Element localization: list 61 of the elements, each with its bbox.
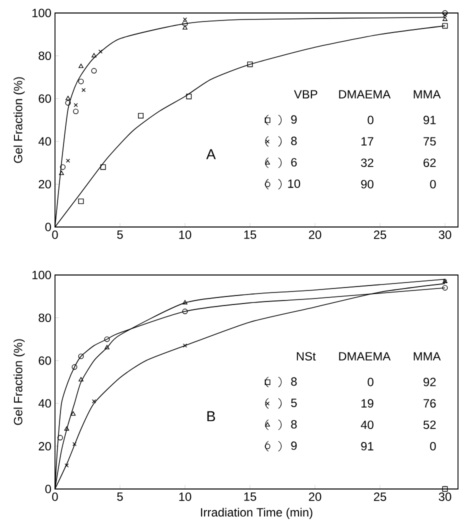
y-tick-label: 80	[38, 314, 52, 322]
annotation: 32	[361, 158, 374, 168]
annotation: 52	[423, 420, 436, 430]
x-tick-label: 15	[244, 492, 256, 501]
x-tick-label: 5	[117, 230, 123, 239]
y-tick-label: 80	[38, 52, 52, 60]
y-tick-label: 0	[45, 484, 52, 494]
y-tick-label: 60	[38, 94, 52, 103]
annotation: 91	[424, 116, 436, 124]
annotation: DMAEMA	[339, 90, 391, 98]
annotation: 91	[361, 442, 374, 450]
y-tick-label: 20	[38, 442, 52, 450]
legend-label: 10	[288, 179, 300, 188]
x-tick-label: 25	[374, 230, 386, 239]
annotation: 90	[361, 180, 374, 188]
annotation: 0	[430, 442, 436, 450]
x-tick-label: 25	[374, 492, 386, 501]
annotation: 75	[424, 137, 436, 146]
y-tick-label: 20	[38, 180, 52, 188]
legend-label: 9	[291, 441, 297, 450]
annotation: 0	[368, 116, 374, 124]
annotation: A	[206, 149, 216, 160]
annotation: NSt	[296, 352, 316, 361]
y-tick-label: 0	[45, 222, 52, 232]
legend-label: 8	[291, 136, 297, 146]
annotation: 76	[424, 399, 436, 408]
annotation: VBP	[294, 90, 318, 98]
x-tick-label: 5	[117, 492, 123, 501]
annotation: 19	[361, 399, 374, 408]
y-tick-label: 40	[38, 399, 52, 408]
x-tick-label: 10	[179, 492, 192, 501]
x-tick-label: 0	[52, 230, 58, 239]
legend-label: 8	[291, 420, 297, 429]
annotation: 62	[424, 158, 436, 168]
annotation: MMA	[414, 352, 441, 360]
legend-label: 6	[291, 158, 297, 167]
annotation: DMAEMA	[339, 352, 391, 360]
x-axis-title: Irradiation Time (min)	[201, 508, 312, 519]
y-axis-title: Gel Fraction (%)	[14, 339, 25, 425]
legend-label: 5	[291, 398, 297, 408]
annotation: B	[207, 411, 216, 422]
x-tick-label: 10	[179, 230, 192, 239]
annotation: MMA	[414, 90, 441, 98]
x-tick-label: 20	[308, 230, 322, 239]
annotation: 40	[360, 420, 374, 430]
annotation: 0	[430, 180, 436, 188]
y-axis-title: Gel Fraction (%)	[14, 77, 25, 163]
x-tick-label: 30	[438, 492, 452, 501]
x-tick-label: 0	[52, 492, 58, 501]
y-tick-label: 40	[38, 137, 52, 146]
legend-label: 8	[291, 377, 297, 386]
annotation: 0	[368, 378, 374, 386]
x-tick-label: 20	[308, 492, 322, 501]
annotation: 92	[424, 378, 436, 386]
y-tick-label: 100	[32, 8, 52, 18]
x-tick-label: 30	[438, 230, 452, 239]
legend-label: 9	[291, 115, 297, 124]
y-tick-label: 60	[38, 356, 52, 365]
y-tick-label: 100	[32, 270, 52, 280]
annotation: 17	[361, 137, 374, 146]
x-tick-label: 15	[244, 230, 256, 239]
